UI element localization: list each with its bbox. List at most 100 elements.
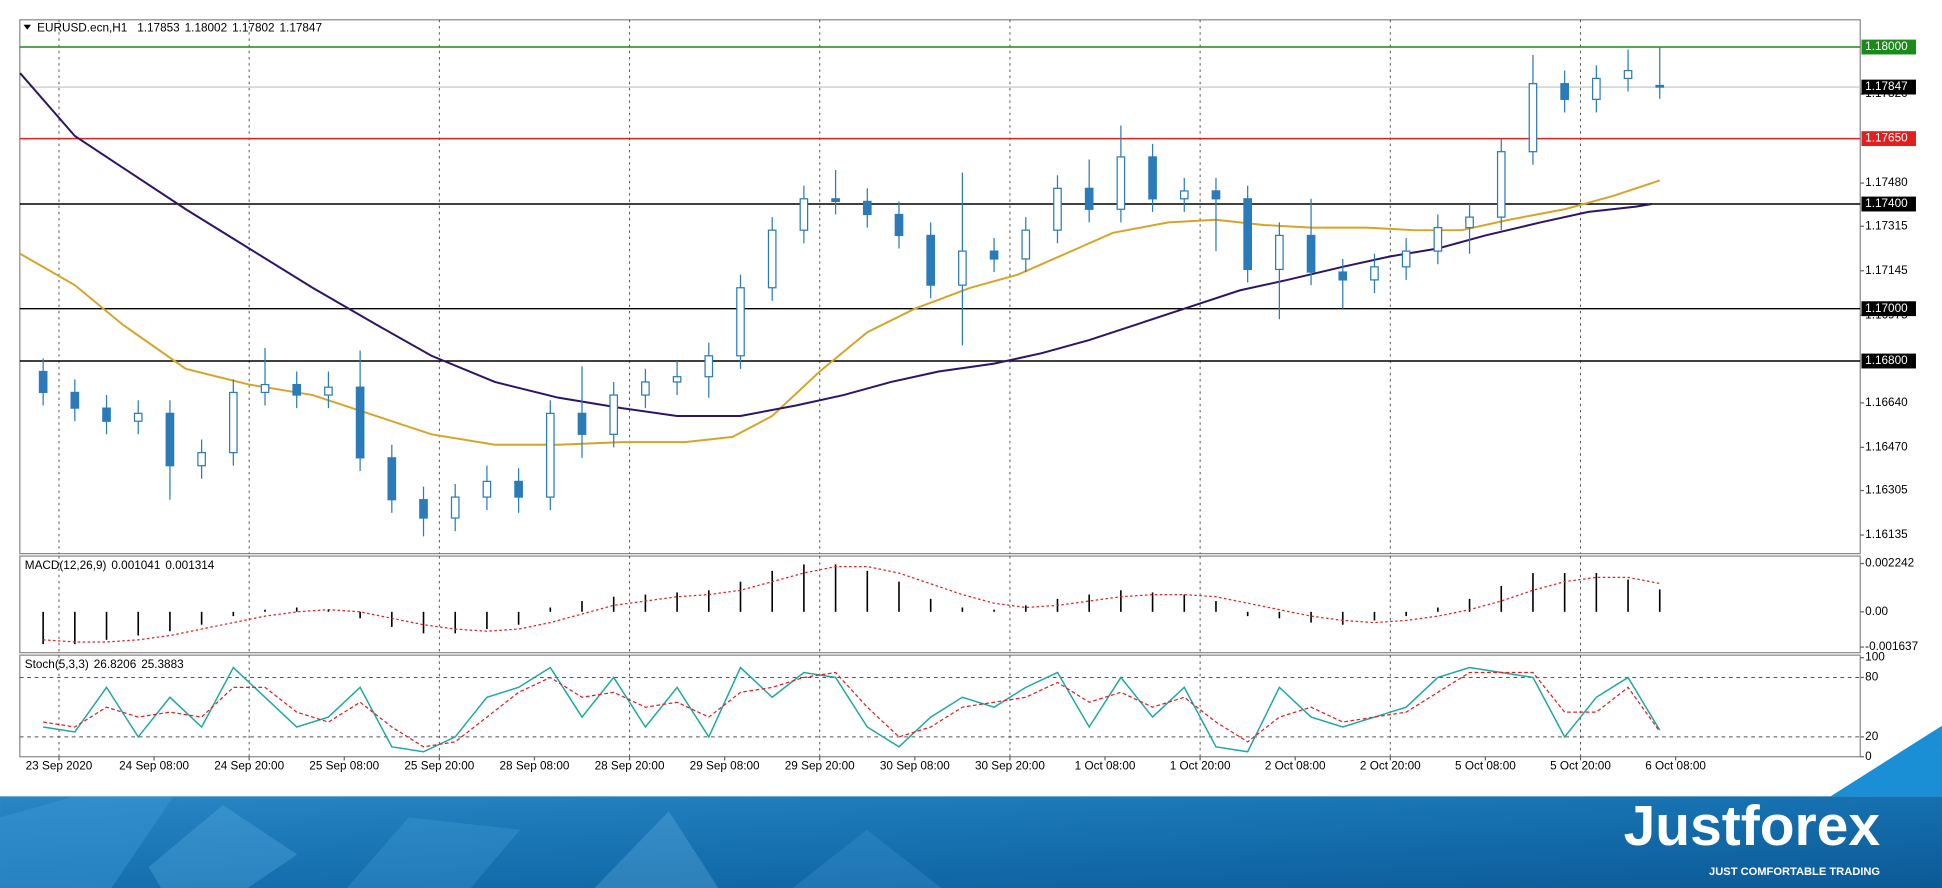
ohlc-low: 1.17802 xyxy=(232,22,274,35)
candle-body xyxy=(1179,190,1189,200)
candle-body xyxy=(133,412,143,422)
x-tick-label: 6 Oct 08:00 xyxy=(1645,760,1706,773)
candle-body xyxy=(799,198,809,231)
candle-body xyxy=(292,383,302,396)
candle-body xyxy=(1053,187,1062,231)
candle-body xyxy=(958,250,967,286)
candle-body xyxy=(482,480,492,498)
current-price-box xyxy=(1861,79,1916,95)
x-tick-label: 23 Sep 2020 xyxy=(26,760,93,773)
level-box xyxy=(1861,353,1916,369)
pane-frame xyxy=(19,555,1861,654)
banner-shape xyxy=(792,829,942,888)
y-tick-label: 1.17480 xyxy=(1865,176,1908,189)
candle-body xyxy=(514,480,523,498)
indicator-name: Stoch(5,3,3) xyxy=(25,658,89,671)
background xyxy=(0,0,1942,796)
candle-body xyxy=(1021,229,1031,260)
x-tick-label: 29 Sep 20:00 xyxy=(785,760,855,773)
brand-logo: Justforex xyxy=(1624,794,1881,858)
candle-body xyxy=(862,200,872,216)
indicator-value: 26.8206 xyxy=(94,658,137,671)
candle-body xyxy=(1592,77,1601,100)
ohlc-open: 1.17853 xyxy=(137,22,180,35)
candle-body xyxy=(1370,266,1379,281)
candle-body xyxy=(419,499,428,519)
y-tick-label: 1.16470 xyxy=(1865,440,1908,453)
candle-body xyxy=(102,407,111,422)
level-box xyxy=(1861,196,1916,212)
candle-body xyxy=(926,234,936,286)
y-tick-label: 1.16305 xyxy=(1865,484,1908,497)
candle-body xyxy=(197,451,206,467)
banner: Justforex JUST COMFORTABLE TRADING xyxy=(0,794,1942,888)
candle-body xyxy=(609,394,619,435)
x-tick-label: 25 Sep 08:00 xyxy=(309,760,379,773)
pane-frame xyxy=(19,19,1861,555)
candle-body xyxy=(1306,234,1316,273)
x-tick-label: 28 Sep 20:00 xyxy=(595,760,665,773)
x-tick-label: 24 Sep 20:00 xyxy=(214,760,284,773)
candle-body xyxy=(1211,190,1221,200)
level-label: 1.17650 xyxy=(1865,132,1908,145)
candle-body xyxy=(228,391,238,454)
banner-shape xyxy=(148,805,298,888)
x-tick-label: 30 Sep 08:00 xyxy=(880,760,950,773)
candle-body xyxy=(1528,83,1538,153)
ohlc-close: 1.17847 xyxy=(280,22,322,35)
indicator-signal-value: 0.001314 xyxy=(165,559,214,572)
x-tick-label: 2 Oct 20:00 xyxy=(1360,760,1421,773)
candle-body xyxy=(38,370,48,394)
candle-body xyxy=(704,355,714,378)
ohlc-high: 1.18002 xyxy=(185,22,227,35)
candle-body xyxy=(577,412,587,435)
y-tick-label: 0.00 xyxy=(1865,605,1888,618)
indicator-label: MACD(12,26,9) 0.001041 0.001314 xyxy=(25,559,215,572)
x-tick-label: 1 Oct 20:00 xyxy=(1170,760,1231,773)
x-tick-label: 29 Sep 08:00 xyxy=(690,760,760,773)
y-tick-label: -0.001637 xyxy=(1865,640,1918,653)
y-tick-label: 80 xyxy=(1865,671,1879,684)
candle-body xyxy=(260,383,270,394)
indicator-label: Stoch(5,3,3) 26.8206 25.3883 xyxy=(25,658,184,671)
y-tick-label: 20 xyxy=(1865,730,1879,743)
candle-body xyxy=(1116,156,1126,210)
moving-average xyxy=(19,72,1652,417)
candle-body xyxy=(1465,216,1474,229)
candle-body xyxy=(767,229,777,289)
candle-body xyxy=(1148,156,1157,200)
banner-shape xyxy=(346,817,521,888)
x-tick-label: 30 Sep 20:00 xyxy=(975,760,1045,773)
level-label: 1.17000 xyxy=(1865,302,1908,315)
level-box xyxy=(1861,131,1916,147)
y-tick-label: 1.16135 xyxy=(1865,528,1908,541)
symbol-menu-arrow xyxy=(23,24,31,30)
candle-body xyxy=(1084,187,1094,210)
candle-body xyxy=(1401,250,1411,268)
candle-body xyxy=(894,213,904,237)
level-box xyxy=(1861,301,1916,317)
stoch-main-line xyxy=(43,666,1661,753)
level-label: 1.16800 xyxy=(1865,354,1908,367)
stoch-signal-line xyxy=(43,671,1661,748)
x-tick-label: 24 Sep 08:00 xyxy=(119,760,189,773)
y-tick-label: 1.16640 xyxy=(1865,396,1908,409)
brand-tagline: JUST COMFORTABLE TRADING xyxy=(1709,866,1880,878)
candle-body xyxy=(736,287,745,357)
candle-body xyxy=(831,198,840,203)
indicator-name: MACD(12,26,9) xyxy=(25,559,107,572)
banner-bg xyxy=(0,796,1942,888)
candle-body xyxy=(1243,198,1253,271)
candle-body xyxy=(165,412,175,467)
candle-body xyxy=(355,386,365,459)
candle-body xyxy=(324,386,333,396)
chart-header: EURUSD.ecn,H1 1.17853 1.18002 1.17802 1.1784… xyxy=(37,22,322,35)
pane-frame xyxy=(19,654,1861,758)
indicator-value: 0.001041 xyxy=(111,559,160,572)
x-tick-label: 5 Oct 20:00 xyxy=(1550,760,1611,773)
x-tick-label: 25 Sep 20:00 xyxy=(404,760,474,773)
candle-body xyxy=(641,381,650,396)
candle-body xyxy=(1623,69,1633,80)
